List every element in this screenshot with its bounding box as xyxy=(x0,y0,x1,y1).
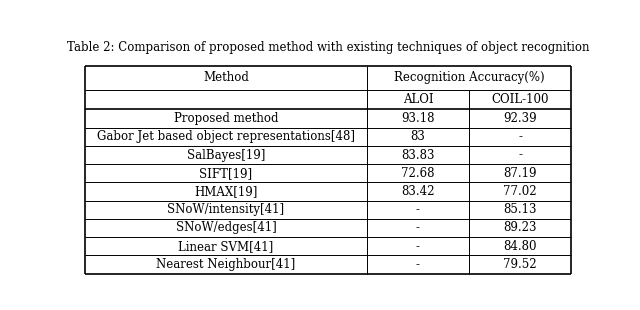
Text: -: - xyxy=(416,203,420,216)
Text: 72.68: 72.68 xyxy=(401,167,435,180)
Text: SIFT[19]: SIFT[19] xyxy=(200,167,253,180)
Text: Recognition Accuracy(%): Recognition Accuracy(%) xyxy=(394,71,544,84)
Text: SNoW/intensity[41]: SNoW/intensity[41] xyxy=(168,203,285,216)
Text: 83.42: 83.42 xyxy=(401,185,435,198)
Text: 77.02: 77.02 xyxy=(503,185,537,198)
Text: 84.80: 84.80 xyxy=(503,240,537,253)
Text: Nearest Neighbour[41]: Nearest Neighbour[41] xyxy=(156,258,296,271)
Text: -: - xyxy=(416,240,420,253)
Text: 89.23: 89.23 xyxy=(503,221,537,234)
Text: HMAX[19]: HMAX[19] xyxy=(194,185,258,198)
Text: SalBayes[19]: SalBayes[19] xyxy=(187,148,265,162)
Text: Gabor Jet based object representations[48]: Gabor Jet based object representations[4… xyxy=(97,130,355,143)
Text: -: - xyxy=(416,221,420,234)
Text: SNoW/edges[41]: SNoW/edges[41] xyxy=(175,221,276,234)
Text: ALOI: ALOI xyxy=(403,93,433,106)
Text: -: - xyxy=(416,258,420,271)
Text: COIL-100: COIL-100 xyxy=(492,93,548,106)
Text: 92.39: 92.39 xyxy=(503,112,537,125)
Text: 83: 83 xyxy=(410,130,426,143)
Text: -: - xyxy=(518,148,522,162)
Text: Proposed method: Proposed method xyxy=(173,112,278,125)
Text: -: - xyxy=(518,130,522,143)
Text: Method: Method xyxy=(203,71,249,84)
Text: 87.19: 87.19 xyxy=(503,167,537,180)
Text: 85.13: 85.13 xyxy=(503,203,537,216)
Text: Table 2: Comparison of proposed method with existing techniques of object recogn: Table 2: Comparison of proposed method w… xyxy=(67,42,589,55)
Text: 83.83: 83.83 xyxy=(401,148,435,162)
Text: 79.52: 79.52 xyxy=(503,258,537,271)
Text: Linear SVM[41]: Linear SVM[41] xyxy=(179,240,273,253)
Text: 93.18: 93.18 xyxy=(401,112,435,125)
